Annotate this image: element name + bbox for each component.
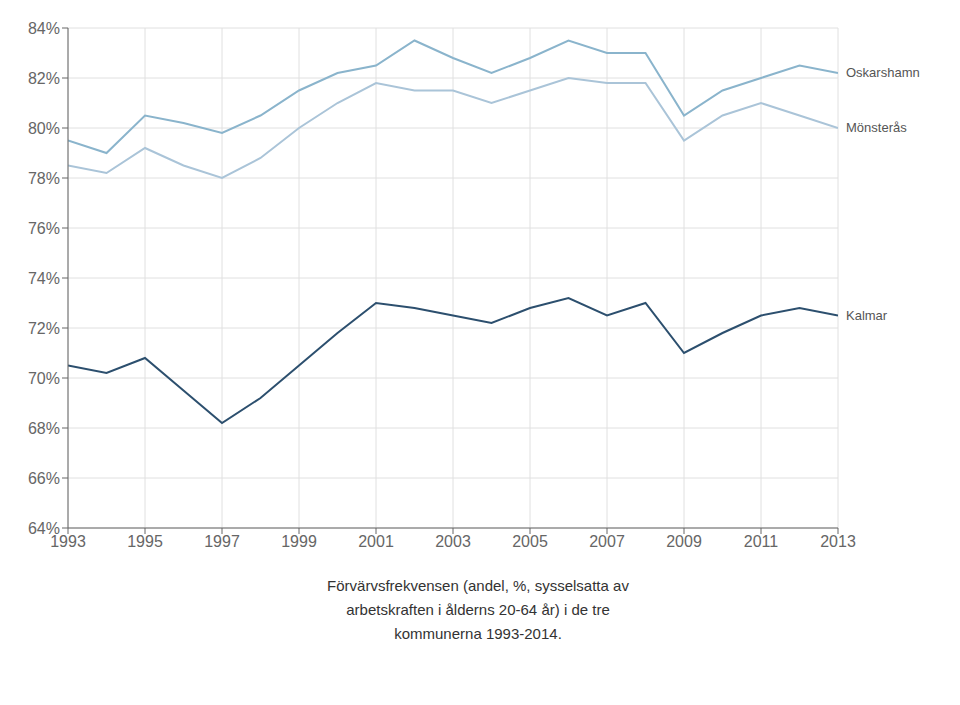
html-text:arbetskraften i ålderns 20-64: arbetskraften i ålderns 20-64 år) i de t… <box>346 601 610 618</box>
svg-text:84%: 84% <box>28 20 60 37</box>
svg-text:2013: 2013 <box>820 533 856 550</box>
html-text:kommunerna 1993-2014.: kommunerna 1993-2014. <box>394 625 562 642</box>
html-text:Förvärvsfrekvensen (andel, %,: Förvärvsfrekvensen (andel, %, sysselsatt… <box>327 577 629 594</box>
svg-text:Kalmar: Kalmar <box>846 308 888 323</box>
svg-text:82%: 82% <box>28 70 60 87</box>
svg-text:1995: 1995 <box>127 533 163 550</box>
svg-text:72%: 72% <box>28 320 60 337</box>
svg-text:80%: 80% <box>28 120 60 137</box>
svg-text:76%: 76% <box>28 220 60 237</box>
svg-text:78%: 78% <box>28 170 60 187</box>
svg-text:2011: 2011 <box>744 533 779 550</box>
svg-text:68%: 68% <box>28 420 60 437</box>
svg-text:66%: 66% <box>28 470 60 487</box>
svg-text:1997: 1997 <box>204 533 240 550</box>
svg-text:2001: 2001 <box>358 533 394 550</box>
svg-text:74%: 74% <box>28 270 60 287</box>
svg-text:70%: 70% <box>28 370 60 387</box>
svg-text:2009: 2009 <box>666 533 702 550</box>
svg-text:1999: 1999 <box>281 533 317 550</box>
svg-text:1993: 1993 <box>50 533 86 551</box>
svg-text:2007: 2007 <box>589 533 625 550</box>
svg-text:2005: 2005 <box>512 533 548 550</box>
svg-text:Mönsterås: Mönsterås <box>846 120 907 135</box>
svg-text:64%: 64% <box>28 520 60 537</box>
svg-text:Oskarshamn: Oskarshamn <box>846 65 920 80</box>
svg-text:2003: 2003 <box>435 533 471 550</box>
